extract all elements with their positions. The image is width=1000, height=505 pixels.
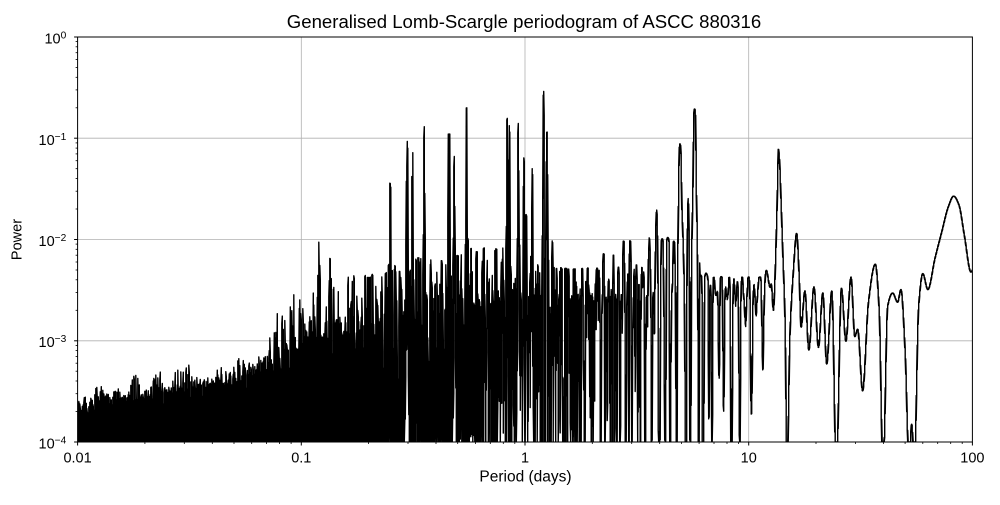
svg-text:Power: Power bbox=[10, 219, 26, 260]
svg-text:0.01: 0.01 bbox=[63, 451, 91, 467]
svg-text:100: 100 bbox=[960, 451, 984, 467]
svg-text:1: 1 bbox=[521, 451, 529, 467]
svg-text:Period (days): Period (days) bbox=[479, 469, 571, 486]
svg-text:Generalised Lomb-Scargle perio: Generalised Lomb-Scargle periodogram of … bbox=[287, 11, 761, 32]
svg-text:0.1: 0.1 bbox=[291, 451, 311, 467]
svg-text:10: 10 bbox=[741, 451, 757, 467]
